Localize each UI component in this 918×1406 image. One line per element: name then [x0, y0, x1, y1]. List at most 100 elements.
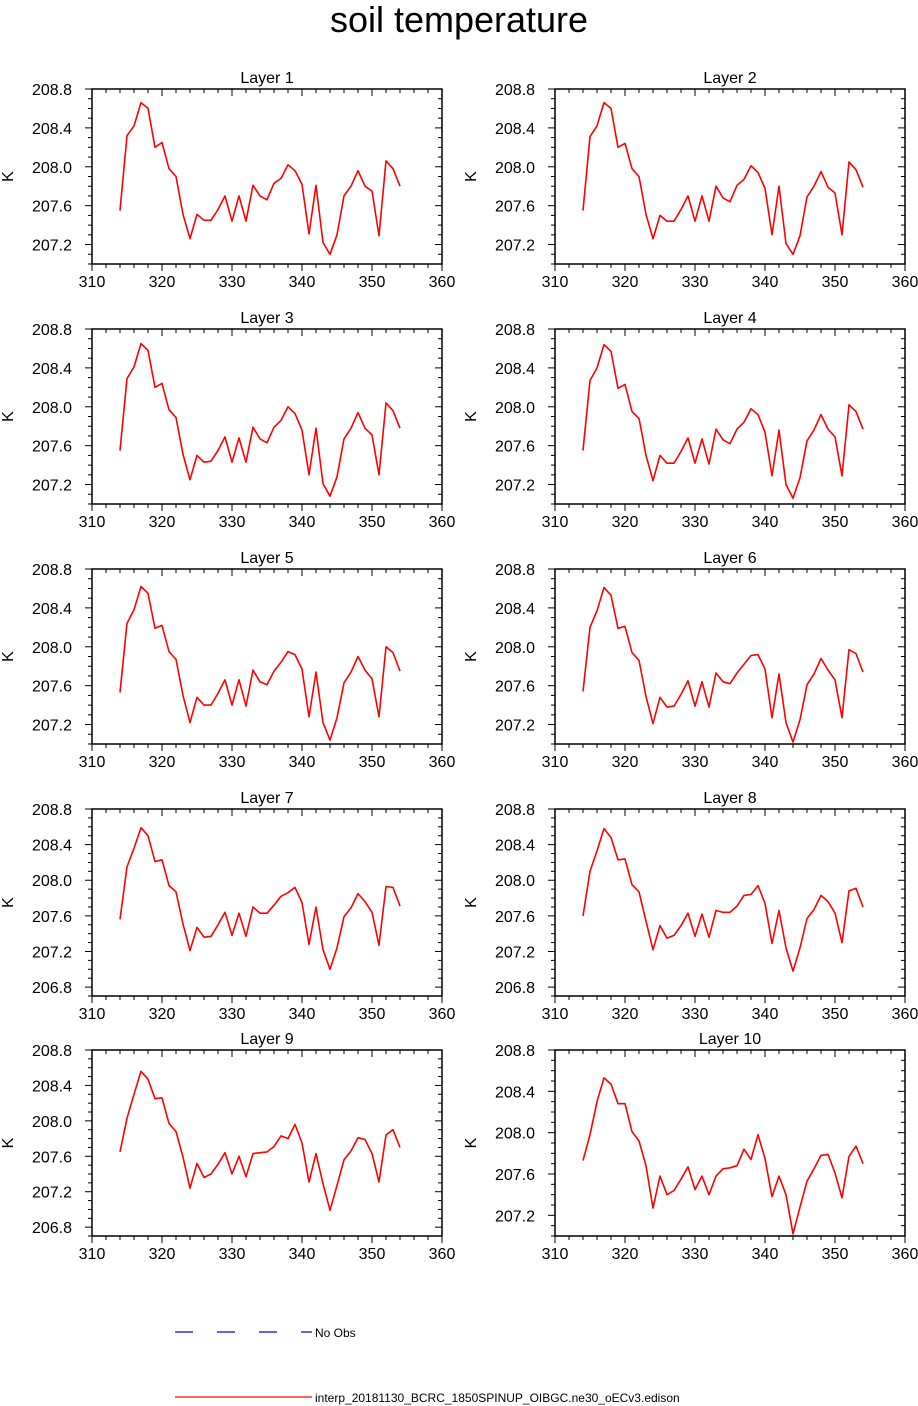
y-axis-label: K — [0, 897, 17, 908]
x-tick-label: 310 — [79, 274, 106, 291]
x-tick-label: 350 — [359, 754, 386, 771]
x-tick-label: 340 — [752, 1006, 779, 1023]
y-tick-label: 207.2 — [32, 718, 72, 735]
y-tick-label: 208.0 — [495, 1126, 535, 1143]
y-axis-label: K — [463, 1137, 480, 1148]
x-tick-label: 330 — [682, 274, 709, 291]
x-tick-label: 360 — [429, 274, 456, 291]
y-tick-label: 208.0 — [495, 400, 535, 417]
y-tick-label: 208.4 — [495, 1084, 535, 1101]
x-tick-label: 340 — [289, 1246, 316, 1263]
x-tick-label: 340 — [289, 754, 316, 771]
y-tick-label: 208.8 — [32, 802, 72, 819]
y-axis-label: K — [463, 411, 480, 422]
panel-title: Layer 9 — [240, 1031, 293, 1048]
y-tick-label: 207.2 — [495, 478, 535, 495]
x-tick-label: 350 — [359, 514, 386, 531]
panels: Layer 1 K 310 320 330 340 350 360 207.2 207.6 208.… — [0, 70, 918, 1263]
x-tick-label: 360 — [892, 514, 918, 531]
x-tick-label: 330 — [219, 754, 246, 771]
y-tick-label: 207.2 — [32, 238, 72, 255]
series-line — [119, 826, 401, 971]
x-tick-label: 340 — [752, 514, 779, 531]
panel-title: Layer 5 — [240, 550, 293, 567]
x-tick-label: 350 — [822, 514, 849, 531]
x-tick-label: 340 — [289, 274, 316, 291]
y-tick-label: 207.6 — [495, 1167, 535, 1184]
y-tick-label: 206.8 — [32, 980, 72, 997]
x-tick-label: 310 — [79, 1246, 106, 1263]
panel-layer-5: Layer 5 K 310 320 330 340 350 360 207.2 207.6 208.… — [0, 550, 455, 771]
y-tick-label: 207.2 — [495, 238, 535, 255]
x-tick-label: 360 — [892, 274, 918, 291]
x-tick-label: 320 — [612, 1006, 639, 1023]
x-tick-label: 310 — [79, 514, 106, 531]
y-tick-label: 207.6 — [495, 909, 535, 926]
plot-frame — [554, 568, 906, 745]
panel-title: Layer 8 — [703, 790, 756, 807]
y-tick-label: 208.8 — [32, 82, 72, 99]
x-tick-label: 310 — [542, 514, 569, 531]
x-tick-label: 320 — [612, 754, 639, 771]
x-tick-label: 350 — [359, 1246, 386, 1263]
x-tick-label: 360 — [429, 1246, 456, 1263]
panel-layer-3: Layer 3 K 310 320 330 340 350 360 207.2 207.6 208.… — [0, 310, 455, 531]
plot-frame — [554, 1049, 906, 1237]
x-tick-label: 330 — [682, 514, 709, 531]
plot-frame — [554, 88, 906, 265]
y-tick-label: 206.8 — [32, 1220, 72, 1237]
y-tick-label: 208.4 — [32, 361, 72, 378]
x-tick-label: 310 — [542, 1246, 569, 1263]
x-tick-label: 360 — [429, 1006, 456, 1023]
y-tick-label: 208.0 — [495, 873, 535, 890]
x-tick-label: 320 — [149, 514, 176, 531]
y-tick-label: 208.4 — [495, 361, 535, 378]
panel-layer-8: Layer 8 K 310 320 330 340 350 360 206.8 207.2 207.… — [463, 790, 918, 1023]
x-tick-label: 330 — [219, 514, 246, 531]
series-line — [582, 343, 864, 500]
series-line — [582, 827, 864, 972]
x-tick-label: 340 — [289, 514, 316, 531]
panel-title: Layer 1 — [240, 70, 293, 87]
plot-frame — [554, 328, 906, 505]
y-tick-label: 208.0 — [32, 1114, 72, 1131]
x-tick-label: 340 — [289, 1006, 316, 1023]
y-axis-label: K — [0, 1137, 17, 1148]
y-tick-label: 208.4 — [32, 1078, 72, 1095]
y-tick-label: 208.4 — [495, 838, 535, 855]
y-tick-label: 207.6 — [495, 679, 535, 696]
y-tick-label: 207.2 — [32, 478, 72, 495]
plot-frame — [91, 1049, 443, 1237]
x-tick-label: 330 — [682, 1006, 709, 1023]
panel-layer-10: Layer 10 K 310 320 330 340 350 360 207.2 207.6 208… — [463, 1031, 918, 1263]
series-line — [119, 342, 401, 498]
x-tick-label: 340 — [752, 754, 779, 771]
y-tick-label: 208.4 — [32, 601, 72, 618]
x-tick-label: 320 — [612, 514, 639, 531]
x-tick-label: 360 — [429, 754, 456, 771]
y-tick-label: 208.0 — [495, 160, 535, 177]
y-tick-label: 208.4 — [495, 601, 535, 618]
series-line — [119, 101, 401, 256]
plot-frame — [91, 88, 443, 265]
y-tick-label: 208.8 — [32, 1043, 72, 1060]
y-tick-label: 207.6 — [495, 199, 535, 216]
series-line — [119, 1070, 401, 1212]
y-tick-label: 208.0 — [32, 160, 72, 177]
panel-layer-4: Layer 4 K 310 320 330 340 350 360 207.2 207.6 208.… — [463, 310, 918, 531]
y-axis-label: K — [463, 897, 480, 908]
y-tick-label: 207.2 — [32, 1185, 72, 1202]
series-line — [582, 101, 864, 256]
x-tick-label: 350 — [822, 274, 849, 291]
y-tick-label: 207.2 — [32, 944, 72, 961]
x-tick-label: 310 — [79, 1006, 106, 1023]
series-line — [119, 585, 401, 741]
series-line — [582, 1077, 864, 1235]
x-tick-label: 320 — [149, 754, 176, 771]
panel-title: Layer 4 — [703, 310, 756, 327]
y-tick-label: 208.8 — [495, 1043, 535, 1060]
y-tick-label: 208.4 — [495, 121, 535, 138]
panel-layer-7: Layer 7 K 310 320 330 340 350 360 206.8 207.2 207.… — [0, 790, 455, 1023]
y-axis-label: K — [463, 651, 480, 662]
obs-legend-label: No Obs — [315, 1326, 356, 1340]
